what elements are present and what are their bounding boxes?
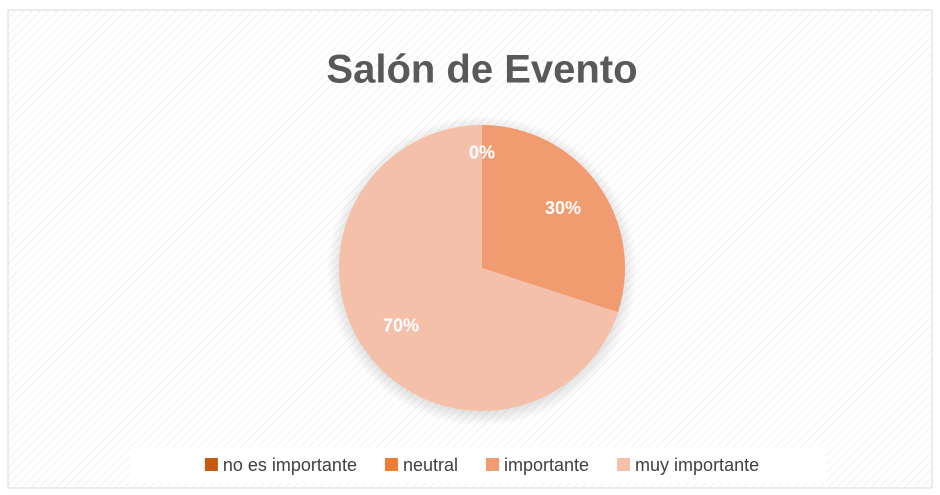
data-label: 70% <box>383 316 419 336</box>
data-label: 30% <box>545 198 581 218</box>
data-label: 0% <box>469 142 495 162</box>
legend-label: importante <box>504 455 589 475</box>
pie-slice <box>482 125 625 313</box>
legend-swatch <box>486 458 500 471</box>
legend-swatch <box>384 458 398 471</box>
legend-label: no es importante <box>223 455 357 475</box>
data-label: 0% <box>469 142 495 162</box>
pie-slice <box>339 124 619 411</box>
legend-label: muy importante <box>635 455 759 475</box>
legend-swatch <box>204 458 218 471</box>
legend-swatch <box>617 458 631 471</box>
chart-title: Salón de Evento <box>326 48 637 92</box>
legend-label: neutral <box>403 455 458 475</box>
legend-box <box>130 447 826 483</box>
